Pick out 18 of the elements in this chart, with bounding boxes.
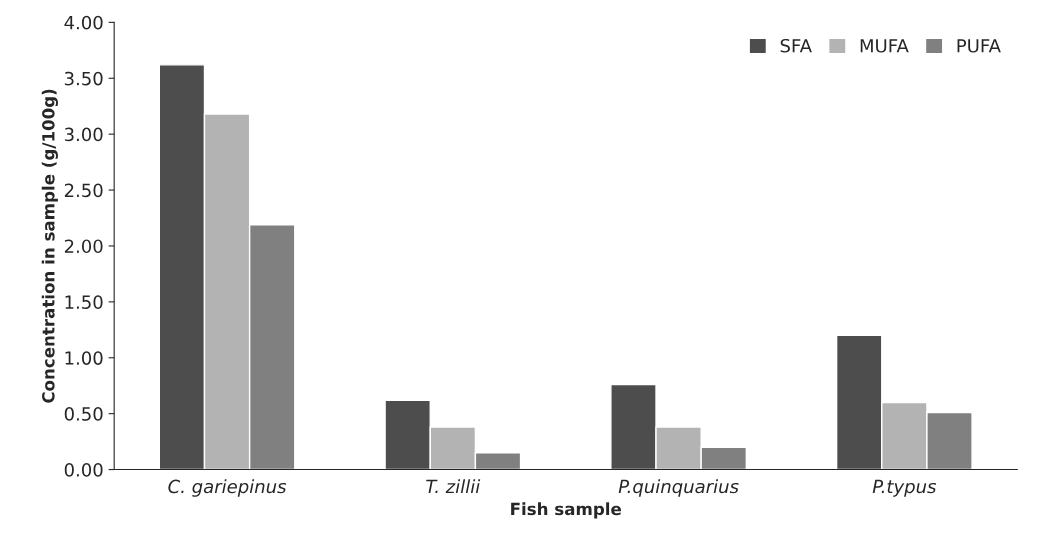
y-tick-label: 4.00	[64, 15, 103, 30]
y-tick-label: 1.50	[65, 295, 103, 309]
y-tick-label: 3.50	[64, 71, 103, 86]
x-tick-label: P.typus	[872, 479, 937, 497]
legend-label: PUFA	[957, 39, 1001, 53]
y-tick-label: 2.50	[64, 183, 103, 198]
y-tick-label: 0.00	[64, 463, 103, 477]
y-tick-label: 2.00	[64, 239, 103, 254]
legend-label: MUFA	[860, 39, 909, 53]
x-tick-label: T. zillii	[426, 479, 481, 493]
x-axis-title: Fish sample	[511, 502, 621, 519]
legend-label: SFA	[780, 38, 812, 53]
x-tick-label: C. gariepinus	[168, 479, 287, 497]
y-tick-label: 1.00	[65, 351, 103, 365]
y-tick-label: 0.50	[64, 407, 103, 421]
y-axis-title: Concentration in sample (g/100g)	[41, 89, 59, 403]
y-tick-label: 3.00	[64, 127, 103, 142]
x-tick-label: P.quinquarius	[618, 479, 739, 497]
